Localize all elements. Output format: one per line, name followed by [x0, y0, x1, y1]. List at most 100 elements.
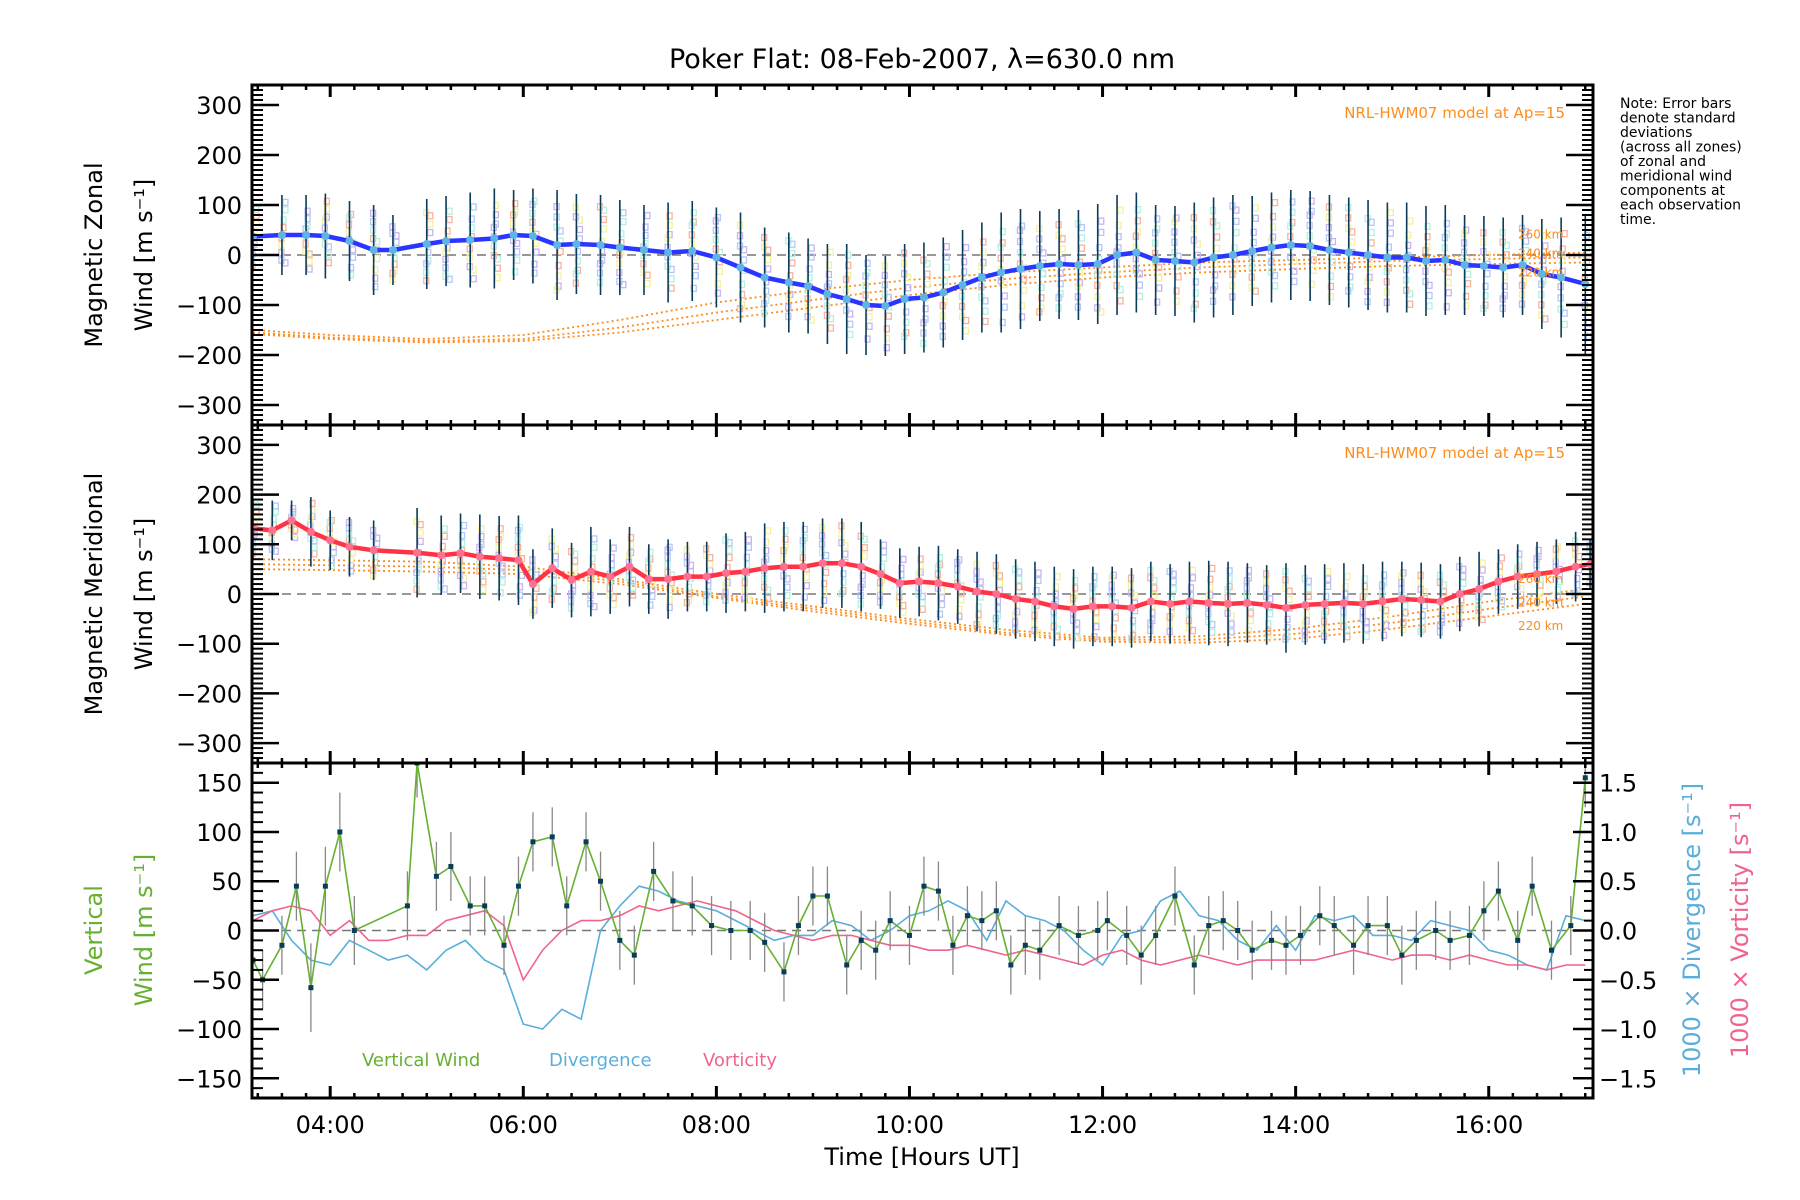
vertical-plot-area [252, 763, 1593, 1032]
y-tick-label: 100 [196, 192, 242, 220]
y-tick-label: 0 [227, 581, 242, 609]
meridional-data-point [528, 580, 537, 589]
meridional-plot-area [252, 497, 1593, 653]
y2-tick-label: −0.5 [1599, 967, 1657, 995]
y-tick-label: 0 [227, 918, 242, 946]
vertical-wind-point [762, 939, 768, 945]
zonal-data-point [804, 282, 813, 290]
meridional-data-point [857, 562, 866, 571]
y-tick-label: 200 [196, 482, 242, 510]
y2-tick-label: −1.5 [1599, 1065, 1657, 1093]
vertical-wind-point [530, 839, 536, 845]
vertical-wind-point [1124, 932, 1130, 938]
zonal-data-point [1306, 242, 1315, 250]
zone-scatter [302, 207, 313, 273]
vertical-wind-point [1138, 952, 1144, 958]
zonal-data-point [1499, 263, 1508, 272]
zonal-data-point [369, 246, 378, 254]
vertical-wind-point [810, 893, 816, 899]
vertical-wind-point [709, 923, 715, 929]
vertical-wind-point [1297, 932, 1303, 938]
zone-scatter [509, 199, 521, 276]
y-tick-label: −200 [176, 680, 242, 708]
vertical-wind-point [1413, 937, 1419, 943]
zonal-data-point [466, 236, 475, 244]
zonal-data-point [1074, 261, 1083, 269]
x-tick-label: 14:00 [1261, 1111, 1330, 1139]
vertical-wind-point [433, 873, 439, 879]
vertical-wind-point [1529, 883, 1535, 889]
note-line: of zonal and [1620, 154, 1706, 170]
vertical-wind-point [1568, 923, 1574, 929]
vertical-wind-point [887, 918, 893, 924]
y-tick-label: 100 [196, 819, 242, 847]
vertical-wind-point [844, 962, 850, 968]
zonal-data-point [1479, 262, 1488, 270]
zonal-data-point [1035, 262, 1044, 270]
note-line: time. [1620, 212, 1656, 228]
zone-scatter [785, 237, 796, 321]
vertical-wind-point [670, 898, 676, 904]
note-line: denote standard [1620, 111, 1736, 127]
zone-scatter [1340, 572, 1351, 641]
x-axis-label: Time [Hours UT] [823, 1143, 1019, 1171]
zonal-data-point [939, 288, 948, 297]
meridional-data-point [456, 549, 465, 558]
meridional-data-point [1359, 599, 1368, 608]
meridional-data-point [287, 516, 296, 525]
zonal-data-point [1402, 253, 1411, 262]
meridional-data-point [1301, 600, 1310, 609]
vertical-ylabel-line2: Wind [m s⁻¹] [130, 854, 158, 1006]
vertical-wind-point [1515, 937, 1521, 943]
meridional-data-point [1108, 602, 1117, 611]
meridional-data-point [1185, 597, 1194, 606]
vertical-wind-point [1056, 923, 1062, 929]
vertical-wind-point [1351, 942, 1357, 948]
meridional-data-point [1262, 600, 1271, 609]
vertical-wind-point [950, 942, 956, 948]
meridional-data-point [548, 564, 557, 573]
vertical-wind-point [1548, 947, 1554, 953]
vorticity-axis-label: 1000 × Vorticity [s⁻¹] [1726, 802, 1754, 1058]
meridional-data-point [1281, 603, 1290, 612]
vertical-wind-point [906, 932, 912, 938]
y-tick-label: −200 [176, 342, 242, 370]
y2-tick-label: 0.0 [1599, 918, 1637, 946]
zonal-data-point [784, 278, 793, 287]
note-line: (across all zones) [1620, 140, 1742, 156]
zone-scatter [1050, 573, 1061, 641]
meridional-data-point [437, 551, 446, 560]
zonal-ylabel-line2: Wind [m s⁻¹] [130, 179, 158, 331]
vertical-wind-point [689, 903, 695, 909]
zone-scatter [1378, 571, 1390, 639]
vertical-wind-point [598, 878, 604, 884]
vertical-wind-point [979, 918, 985, 924]
vertical-wind-point [1095, 928, 1101, 933]
zonal-data-point [1190, 258, 1199, 267]
zonal-data-point [712, 253, 721, 262]
zonal-data-point [1537, 270, 1546, 278]
meridional-data-point [586, 567, 595, 576]
meridional-data-point [722, 569, 731, 578]
zonal-data-point [596, 241, 605, 249]
vertical-ylabel: Vertical [80, 885, 108, 975]
zonal-data-point [919, 293, 928, 302]
zone-scatter [958, 243, 970, 335]
vertical-wind-point [351, 928, 357, 933]
y-tick-label: 50 [211, 868, 242, 896]
y2-tick-label: 1.5 [1599, 770, 1637, 798]
zonal-data-point [664, 248, 673, 257]
meridional-data-point [1050, 602, 1059, 611]
y-tick-label: 0 [227, 242, 242, 270]
meridional-data-point [1455, 590, 1464, 598]
zonal-data-point [1325, 246, 1334, 254]
meridional-data-point [514, 556, 523, 565]
vertical-wind-point [279, 942, 285, 948]
y-tick-label: −50 [191, 967, 242, 995]
meridional-data-point [1146, 597, 1155, 606]
altitude-label-220km: 220 km [1518, 266, 1563, 280]
vorticity-y2label: 1000 × Vorticity [s⁻¹] [1726, 802, 1754, 1058]
zonal-model-label: NRL-HWM07 model at Ap=15 [1344, 104, 1565, 122]
x-tick-label: 16:00 [1454, 1111, 1523, 1139]
zonal-data-point [1286, 241, 1295, 249]
